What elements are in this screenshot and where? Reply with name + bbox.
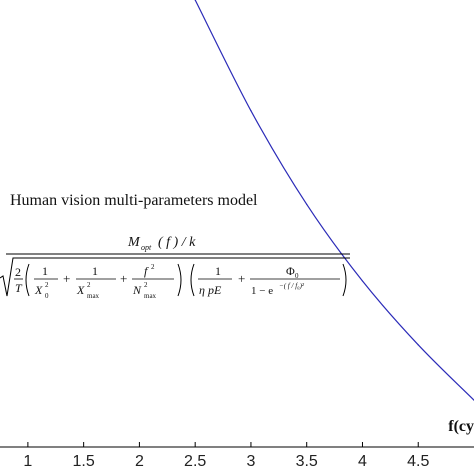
svg-text:1: 1 [215, 264, 221, 278]
svg-text:opt: opt [141, 243, 152, 252]
svg-text:max: max [87, 292, 100, 300]
data-point [306, 203, 308, 205]
svg-text:2: 2 [15, 265, 21, 279]
svg-text:max: max [144, 292, 157, 300]
svg-text:X: X [76, 283, 85, 297]
data-point [194, 0, 196, 1]
svg-text:0: 0 [45, 292, 49, 300]
svg-text:2: 2 [151, 263, 155, 271]
x-tick-label: 4 [358, 453, 367, 470]
x-tick-label: 3.5 [296, 453, 318, 470]
model-annotation: Human vision multi-parameters model [10, 192, 258, 209]
svg-text:2: 2 [45, 281, 49, 289]
x-tick-label: 1 [23, 453, 32, 470]
svg-text:−( f / f₀)²: −( f / f₀)² [279, 282, 305, 290]
svg-text:1: 1 [42, 264, 48, 278]
svg-text:N: N [132, 283, 142, 297]
svg-text:0: 0 [295, 272, 299, 280]
svg-text:+: + [238, 271, 245, 286]
x-tick-label: 2.5 [184, 453, 206, 470]
x-tick-label: 3 [246, 453, 255, 470]
svg-text:1: 1 [92, 264, 98, 278]
svg-text:M: M [127, 235, 141, 250]
data-point [250, 110, 252, 112]
svg-text:( f ) / k: ( f ) / k [158, 235, 196, 250]
svg-text:T: T [15, 281, 23, 295]
svg-text:X: X [34, 283, 43, 297]
svg-text:2: 2 [87, 281, 91, 289]
svg-text:+: + [120, 271, 127, 286]
formula-image: M opt ( f ) / k 2 T 1 X 2 0 + 1 X 2 max … [0, 235, 350, 300]
svg-text:+: + [63, 271, 70, 286]
data-point [417, 344, 419, 346]
x-ticks: 1 1.5 2 2.5 3 3.5 4 4.5 [23, 442, 429, 470]
svg-text:Φ: Φ [286, 264, 295, 278]
data-point [361, 280, 364, 282]
x-tick-label: 4.5 [407, 453, 429, 470]
svg-text:f: f [144, 264, 149, 278]
svg-text:2: 2 [144, 281, 148, 289]
x-axis-label: f(cy [448, 418, 474, 435]
svg-text:η pE: η pE [199, 283, 222, 297]
x-tick-label: 1.5 [73, 453, 95, 470]
x-tick-label: 2 [135, 453, 144, 470]
svg-text:1 − e: 1 − e [251, 285, 273, 297]
